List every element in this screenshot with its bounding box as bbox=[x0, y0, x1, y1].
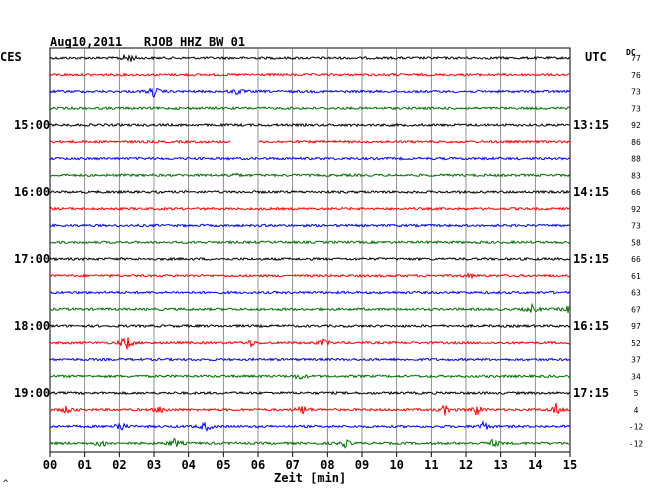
dc-value-row-8: 66 bbox=[631, 188, 641, 197]
dc-value-row-23: -12 bbox=[629, 439, 644, 448]
right-time-label: 16:15 bbox=[573, 319, 609, 333]
trace-row-14 bbox=[49, 290, 571, 295]
dc-value-row-7: 83 bbox=[631, 171, 641, 180]
x-tick-label-01: 01 bbox=[77, 458, 91, 472]
trace-row-1 bbox=[49, 72, 570, 78]
left-time-label: 15:00 bbox=[14, 118, 50, 132]
corner-mark: ^ bbox=[3, 479, 9, 489]
dc-value-row-6: 88 bbox=[631, 155, 641, 164]
dc-value-row-17: 52 bbox=[631, 339, 641, 348]
chart-title: Aug10,2011 RJOB HHZ BW 01 bbox=[50, 35, 246, 49]
x-tick-label-02: 02 bbox=[112, 458, 126, 472]
trace-row-9 bbox=[49, 206, 571, 212]
left-time-label: 18:00 bbox=[14, 319, 50, 333]
x-tick-label-07: 07 bbox=[285, 458, 299, 472]
right-time-label: 17:15 bbox=[573, 386, 609, 400]
trace-row-17 bbox=[49, 337, 571, 350]
dc-value-row-4: 92 bbox=[631, 121, 641, 130]
x-tick-label-06: 06 bbox=[251, 458, 265, 472]
x-tick-label-14: 14 bbox=[528, 458, 542, 472]
left-time-label: 17:00 bbox=[14, 252, 50, 266]
trace-row-15 bbox=[49, 302, 571, 314]
trace-row-19 bbox=[49, 373, 571, 380]
right-time-label: 13:15 bbox=[573, 118, 609, 132]
trace-row-11 bbox=[49, 239, 571, 245]
left-time-label: 19:00 bbox=[14, 386, 50, 400]
trace-row-5 bbox=[49, 139, 571, 145]
trace-row-18 bbox=[49, 357, 571, 362]
trace-row-23 bbox=[49, 438, 571, 449]
dc-value-row-18: 37 bbox=[631, 356, 641, 365]
dc-value-row-19: 34 bbox=[631, 372, 641, 381]
x-tick-label-09: 09 bbox=[355, 458, 369, 472]
trace-row-8 bbox=[49, 189, 571, 195]
trace-row-12 bbox=[49, 256, 571, 262]
right-time-label: 15:15 bbox=[573, 252, 609, 266]
dc-value-row-21: 4 bbox=[634, 406, 639, 415]
x-tick-label-03: 03 bbox=[147, 458, 161, 472]
dc-value-row-3: 73 bbox=[631, 104, 641, 113]
dc-value-row-11: 58 bbox=[631, 238, 641, 247]
dc-value-row-15: 67 bbox=[631, 305, 641, 314]
trace-row-21 bbox=[49, 402, 571, 416]
dc-value-row-12: 66 bbox=[631, 255, 641, 264]
x-axis-label: Zeit [min] bbox=[274, 471, 347, 485]
dc-column-label: DC bbox=[626, 48, 636, 57]
dc-value-row-14: 63 bbox=[631, 289, 641, 298]
x-tick-label-00: 00 bbox=[43, 458, 57, 472]
trace-row-7 bbox=[49, 172, 571, 178]
left-timezone-label: CES bbox=[0, 50, 22, 64]
dc-value-row-10: 73 bbox=[631, 222, 641, 231]
trace-row-13 bbox=[49, 272, 571, 280]
trace-row-16 bbox=[50, 323, 571, 329]
trace-row-3 bbox=[49, 105, 571, 111]
left-time-label: 16:00 bbox=[14, 185, 50, 199]
trace-row-10 bbox=[49, 223, 571, 228]
dc-value-row-13: 61 bbox=[631, 272, 641, 281]
x-tick-label-04: 04 bbox=[181, 458, 195, 472]
x-tick-label-10: 10 bbox=[389, 458, 403, 472]
x-tick-label-11: 11 bbox=[424, 458, 438, 472]
dc-value-row-9: 92 bbox=[631, 205, 641, 214]
trace-row-6 bbox=[49, 156, 571, 161]
x-tick-label-05: 05 bbox=[216, 458, 230, 472]
right-time-label: 14:15 bbox=[573, 185, 609, 199]
trace-row-20 bbox=[49, 390, 571, 396]
dc-value-row-0: 77 bbox=[631, 54, 641, 63]
x-tick-label-08: 08 bbox=[320, 458, 334, 472]
trace-row-2 bbox=[49, 87, 571, 99]
dc-value-row-22: -12 bbox=[629, 423, 644, 432]
x-tick-label-12: 12 bbox=[459, 458, 473, 472]
dc-value-row-16: 97 bbox=[631, 322, 641, 331]
dc-value-row-20: 5 bbox=[634, 389, 639, 398]
plot-frame bbox=[49, 47, 571, 453]
dc-value-row-1: 76 bbox=[631, 71, 641, 80]
x-tick-label-15: 15 bbox=[563, 458, 577, 472]
trace-row-22 bbox=[49, 419, 571, 432]
trace-row-0 bbox=[49, 53, 571, 63]
right-timezone-label: UTC bbox=[585, 50, 607, 64]
x-tick-label-13: 13 bbox=[493, 458, 507, 472]
dc-value-row-5: 86 bbox=[631, 138, 641, 147]
dc-value-row-2: 73 bbox=[631, 88, 641, 97]
trace-row-4 bbox=[49, 122, 571, 128]
